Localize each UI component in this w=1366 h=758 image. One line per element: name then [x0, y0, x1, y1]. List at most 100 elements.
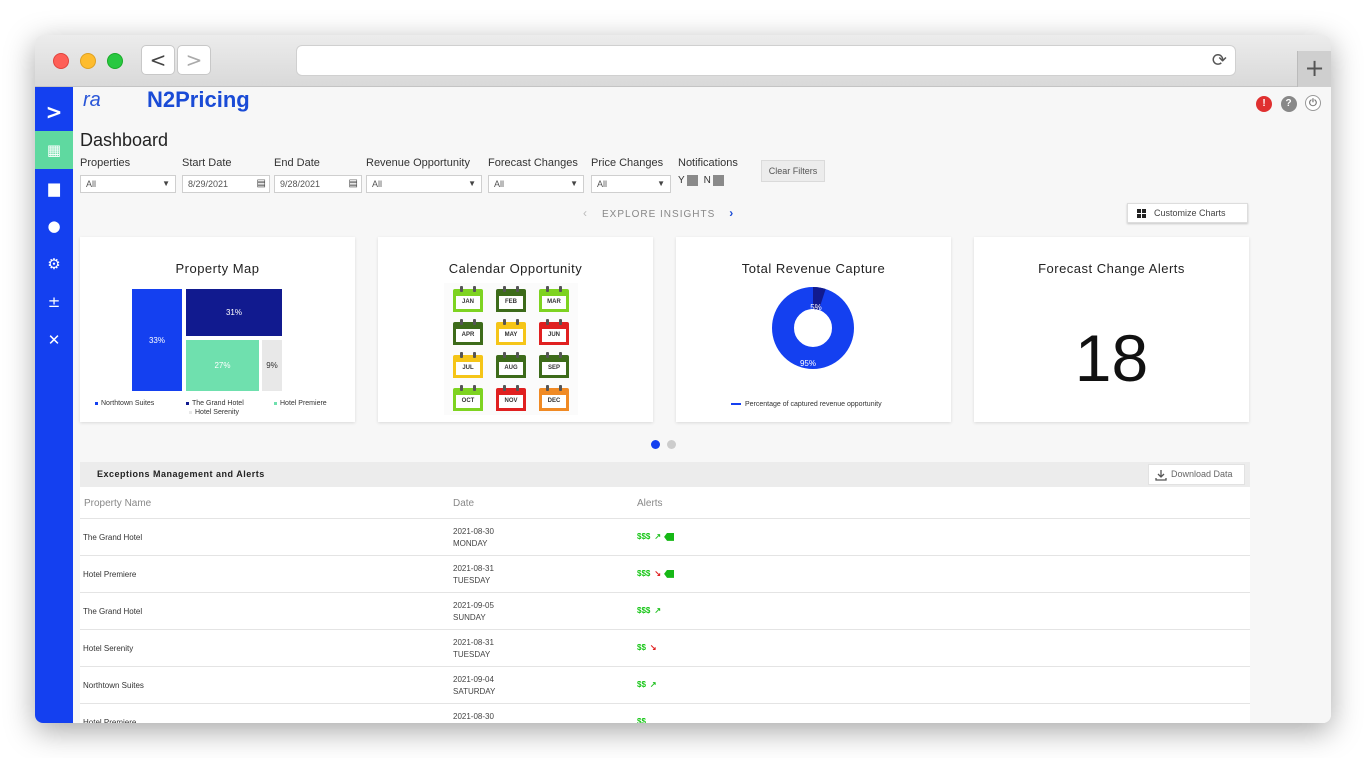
calendar-month-icon[interactable]: JAN — [453, 286, 483, 312]
calendar-month-icon[interactable]: FEB — [496, 286, 526, 312]
sidebar-item-history[interactable]: ● — [35, 207, 73, 245]
calendar-top-bar — [453, 322, 483, 330]
notifications-yes-checkbox[interactable] — [686, 175, 698, 186]
day-value: SUNDAY — [453, 613, 486, 622]
close-window-button[interactable] — [53, 53, 69, 69]
forecast-changes-select[interactable]: All ▼ — [488, 175, 584, 193]
forecast-changes-value: All — [494, 179, 505, 189]
table-row[interactable]: Hotel Serenity 2021-08-31 TUESDAY $$ ↘ — [80, 629, 1250, 666]
sidebar-item-dashboard[interactable]: ▦ — [35, 131, 73, 169]
treemap-cell[interactable]: 33% — [132, 289, 182, 391]
table-row[interactable]: The Grand Hotel 2021-09-05 SUNDAY $$$ ↗ — [80, 592, 1250, 629]
calendar-month-icon[interactable]: APR — [453, 319, 483, 345]
trend-up-icon[interactable]: ↗ — [654, 606, 662, 615]
sidebar: > ▦ ▆ ● ⚙ ± ✕ — [35, 87, 73, 723]
column-header-alerts[interactable]: Alerts — [637, 498, 663, 509]
legend-label: Hotel Serenity — [195, 409, 239, 416]
help-icon[interactable]: ? — [1280, 96, 1297, 112]
sidebar-item-tools[interactable]: ✕ — [35, 321, 73, 359]
revenue-alert-icon[interactable]: $$ — [637, 680, 646, 689]
calendar-month-icon[interactable]: JUL — [453, 352, 483, 378]
trend-up-icon[interactable]: ↗ — [649, 680, 657, 689]
date-value: 2021-09-05 — [453, 601, 494, 610]
table-row[interactable]: Northtown Suites 2021-09-04 SATURDAY $$ ↗ — [80, 666, 1250, 703]
legend-item: The Grand Hotel — [186, 400, 244, 407]
calendar-month-icon[interactable]: NOV — [496, 385, 526, 411]
price-changes-select[interactable]: All ▼ — [591, 175, 671, 193]
revenue-alert-icon[interactable]: $$$ — [637, 606, 651, 615]
sidebar-toggle-button[interactable]: > — [45, 100, 63, 124]
chevron-left-icon[interactable]: ‹ — [583, 206, 588, 220]
power-icon[interactable]: ⏻ — [1305, 95, 1321, 111]
revenue-alert-icon[interactable]: $$ — [637, 643, 646, 652]
table-row[interactable]: The Grand Hotel 2021-08-30 MONDAY $$$ ↗ — [80, 518, 1250, 555]
calendar-top-bar — [496, 322, 526, 330]
calendar-month-icon[interactable]: DEC — [539, 385, 569, 411]
alerts-cell: $$ — [637, 717, 646, 723]
carousel-dot[interactable] — [667, 440, 676, 449]
column-header-date[interactable]: Date — [453, 498, 475, 509]
calendar-month-icon[interactable]: JUN — [539, 319, 569, 345]
table-row[interactable]: Hotel Premiere 2021-08-30 $$ — [80, 703, 1250, 723]
revenue-alert-icon[interactable]: $$$ — [637, 532, 651, 541]
notifications-no-checkbox[interactable] — [712, 175, 724, 186]
forward-button[interactable]: > — [177, 45, 211, 75]
revenue-capture-card[interactable]: Total Revenue Capture 5% 95% Percentage … — [676, 237, 951, 422]
sidebar-item-settings[interactable]: ⚙ — [35, 245, 73, 283]
date-cell: 2021-09-04 SATURDAY — [453, 674, 495, 698]
price-changes-filter: Price Changes All ▼ — [591, 157, 671, 193]
sidebar-item-calculations[interactable]: ± — [35, 283, 73, 321]
carousel-dots — [651, 436, 683, 454]
alerts-icon[interactable]: ! — [1256, 96, 1273, 112]
customize-charts-button[interactable]: Customize Charts — [1127, 203, 1248, 223]
forecast-changes-filter: Forecast Changes All ▼ — [488, 157, 584, 193]
donut-remaining-slice[interactable] — [812, 287, 826, 311]
revenue-donut-chart[interactable]: 5% 95% — [772, 287, 854, 369]
properties-select[interactable]: All ▼ — [80, 175, 176, 193]
minimize-window-button[interactable] — [80, 53, 96, 69]
revenue-alert-icon[interactable]: $$$ — [637, 569, 651, 578]
start-date-input[interactable]: 8/29/2021 ▤ — [182, 175, 270, 193]
legend-label: The Grand Hotel — [192, 400, 244, 407]
calendar-month-label: NOV — [496, 395, 526, 411]
property-name-cell: Northtown Suites — [83, 681, 144, 690]
download-data-button[interactable]: Download Data — [1148, 464, 1245, 485]
revenue-alert-icon[interactable]: $$ — [637, 717, 646, 723]
logo-mark: ra — [83, 89, 101, 111]
trend-up-icon[interactable]: ↗ — [654, 532, 662, 541]
end-date-input[interactable]: 9/28/2021 ▤ — [274, 175, 362, 193]
calendar-ring — [546, 352, 549, 358]
revenue-opportunity-value: All — [372, 179, 383, 189]
clear-filters-button[interactable]: Clear Filters — [761, 160, 825, 182]
trend-down-icon[interactable]: ↘ — [649, 643, 657, 652]
calendar-month-icon[interactable]: SEP — [539, 352, 569, 378]
chevron-right-icon[interactable]: › — [729, 206, 735, 220]
revenue-opportunity-select[interactable]: All ▼ — [366, 175, 482, 193]
maximize-window-button[interactable] — [107, 53, 123, 69]
plus-minus-icon: ± — [47, 293, 61, 311]
treemap-cell[interactable]: 31% — [186, 289, 282, 336]
carousel-dot-active[interactable] — [651, 440, 660, 449]
column-header-property[interactable]: Property Name — [84, 498, 152, 509]
table-row[interactable]: Hotel Premiere 2021-08-31 TUESDAY $$$ ↘ — [80, 555, 1250, 592]
price-tag-icon[interactable] — [664, 532, 675, 541]
grid-icon — [1137, 209, 1146, 218]
address-bar[interactable]: ⟳ — [296, 45, 1236, 76]
sidebar-item-layout[interactable]: ▆ — [35, 169, 73, 207]
treemap-cell[interactable]: 9% — [262, 340, 282, 391]
calendar-month-icon[interactable]: MAY — [496, 319, 526, 345]
calendar-opportunity-card[interactable]: Calendar Opportunity JAN FEB MAR APR MAY JUN J… — [378, 237, 653, 422]
calendar-month-icon[interactable]: OCT — [453, 385, 483, 411]
new-tab-button[interactable]: + — [1297, 51, 1331, 87]
calendar-month-icon[interactable]: MAR — [539, 286, 569, 312]
calendar-month-icon[interactable]: AUG — [496, 352, 526, 378]
back-button[interactable]: < — [141, 45, 175, 75]
price-tag-icon[interactable] — [664, 569, 675, 578]
calendar-icon[interactable]: ▤ — [256, 178, 266, 189]
property-map-card[interactable]: Property Map 33% 31% 27% 9% Northtown Su… — [80, 237, 355, 422]
calendar-icon[interactable]: ▤ — [348, 178, 358, 189]
reload-icon[interactable]: ⟳ — [1211, 50, 1227, 71]
trend-down-icon[interactable]: ↘ — [654, 569, 662, 578]
forecast-alerts-card[interactable]: Forecast Change Alerts 18 — [974, 237, 1249, 422]
treemap-cell[interactable]: 27% — [186, 340, 259, 391]
